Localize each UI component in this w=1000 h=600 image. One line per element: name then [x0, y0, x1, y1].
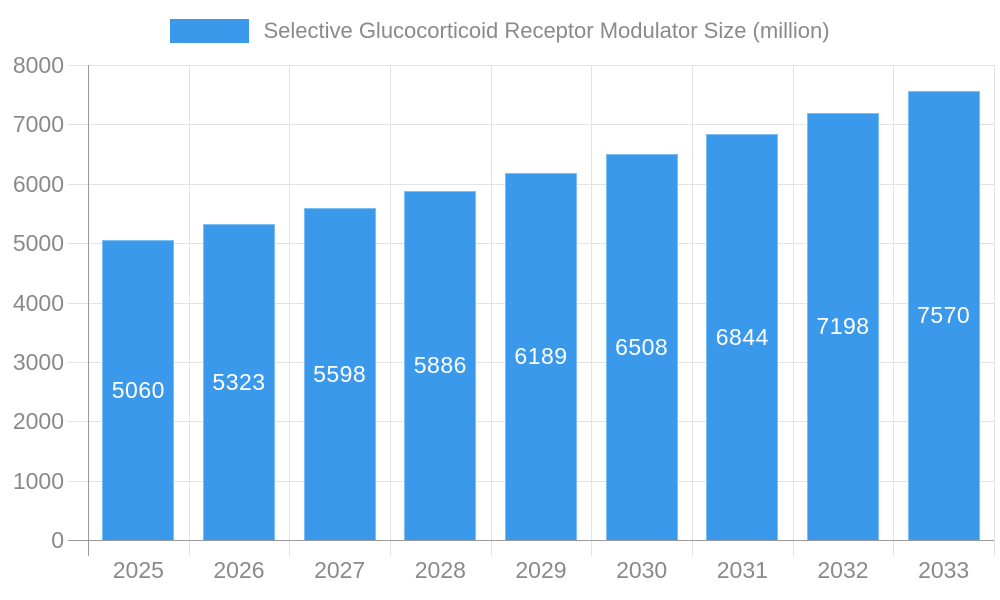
- bar-2031[interactable]: 6844: [706, 133, 779, 540]
- chart-legend: Selective Glucocorticoid Receptor Modula…: [0, 12, 1000, 50]
- bar-value-label-2028: 5886: [413, 352, 467, 379]
- v-gridline-6: [692, 65, 693, 556]
- v-gridline-8: [893, 65, 895, 556]
- y-tick-label-8000: 8000: [12, 52, 64, 78]
- bar-value-label-2026: 5323: [212, 368, 266, 395]
- bar-value-label-2032: 7198: [816, 313, 870, 340]
- x-tick-label-2032: 2032: [817, 557, 869, 583]
- y-tick-label-6000: 6000: [12, 170, 64, 197]
- bar-2032[interactable]: 7198: [807, 112, 879, 540]
- y-tick-label-3000: 3000: [12, 348, 64, 375]
- v-gridline-7: [792, 65, 794, 556]
- h-gridline-7000: [68, 124, 994, 126]
- y-tick-label-2000: 2000: [12, 408, 64, 435]
- y-tick-label-7000: 7000: [12, 111, 64, 138]
- x-axis-line: [68, 540, 994, 541]
- v-gridline-9: [994, 65, 995, 556]
- x-tick-label-2030: 2030: [616, 557, 668, 583]
- y-tick-label-4000: 4000: [12, 289, 64, 316]
- y-tick-label-1000: 1000: [12, 467, 64, 494]
- h-gridline-8000: [68, 65, 994, 66]
- x-tick-label-2027: 2027: [314, 557, 366, 583]
- bar-2029[interactable]: 6189: [505, 172, 577, 540]
- v-gridline-5: [591, 65, 593, 556]
- bar-2026[interactable]: 5323: [203, 223, 275, 540]
- x-tick-label-2025: 2025: [112, 557, 164, 583]
- y-tick-label-0: 0: [51, 527, 64, 553]
- bar-value-label-2025: 5060: [111, 376, 165, 403]
- bar-value-label-2031: 6844: [715, 323, 769, 350]
- bar-value-label-2027: 5598: [313, 360, 367, 387]
- bar-2027[interactable]: 5598: [303, 207, 376, 540]
- bar-value-label-2029: 6189: [514, 343, 568, 370]
- x-tick-label-2033: 2033: [918, 557, 970, 583]
- legend-series-label[interactable]: Selective Glucocorticoid Receptor Modula…: [263, 18, 830, 43]
- v-gridline-1: [188, 65, 190, 556]
- bar-2028[interactable]: 5886: [404, 190, 477, 540]
- y-tick-label-5000: 5000: [12, 230, 64, 257]
- bar-value-label-2033: 7570: [917, 302, 971, 329]
- x-tick-label-2031: 2031: [716, 557, 768, 583]
- y-axis-line: [88, 65, 89, 556]
- v-gridline-4: [490, 65, 492, 556]
- bar-2033[interactable]: 7570: [907, 90, 980, 540]
- x-tick-label-2028: 2028: [414, 557, 466, 583]
- v-gridline-3: [390, 65, 391, 556]
- x-tick-label-2029: 2029: [515, 557, 567, 583]
- bar-value-label-2030: 6508: [615, 333, 669, 360]
- bar-2025[interactable]: 5060: [102, 239, 175, 540]
- v-gridline-2: [289, 65, 291, 556]
- bar-2030[interactable]: 6508: [605, 153, 678, 540]
- x-tick-label-2026: 2026: [213, 557, 265, 583]
- legend-swatch[interactable]: [170, 19, 250, 43]
